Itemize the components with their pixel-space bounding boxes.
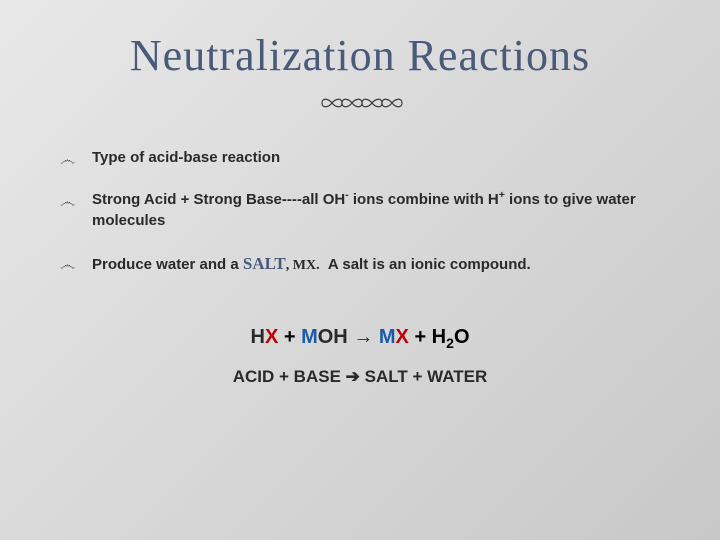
- divider: [60, 93, 660, 118]
- list-item: ෴ Type of acid-base reaction: [60, 148, 660, 168]
- equation-chemical: HX + MOH → MX + H2O: [60, 326, 660, 349]
- bullet-icon: ෴: [60, 255, 75, 277]
- bullet-icon: ෴: [60, 192, 75, 214]
- bullet-icon: ෴: [60, 150, 75, 172]
- page-title: Neutralization Reactions: [60, 30, 660, 81]
- eq2-left: ACID + BASE: [233, 367, 346, 386]
- list-item: ෴ Produce water and a SALT, MX. A salt i…: [60, 253, 660, 276]
- eq2-right: SALT + WATER: [360, 367, 487, 386]
- equation-words: ACID + BASE ➔ SALT + WATER: [60, 367, 660, 387]
- slide: Neutralization Reactions ෴ Type of acid-…: [0, 0, 720, 540]
- infinity-divider-icon: [310, 93, 410, 113]
- bullet-text: Produce water and a SALT, MX. A salt is …: [92, 256, 531, 273]
- bullet-text: Type of acid-base reaction: [92, 149, 280, 166]
- bullet-text: Strong Acid + Strong Base----all OH- ion…: [92, 191, 636, 228]
- bullet-list: ෴ Type of acid-base reaction ෴ Strong Ac…: [60, 148, 660, 276]
- list-item: ෴ Strong Acid + Strong Base----all OH- i…: [60, 190, 660, 231]
- equations: HX + MOH → MX + H2O ACID + BASE ➔ SALT +…: [60, 326, 660, 387]
- arrow-icon: ➔: [346, 367, 360, 386]
